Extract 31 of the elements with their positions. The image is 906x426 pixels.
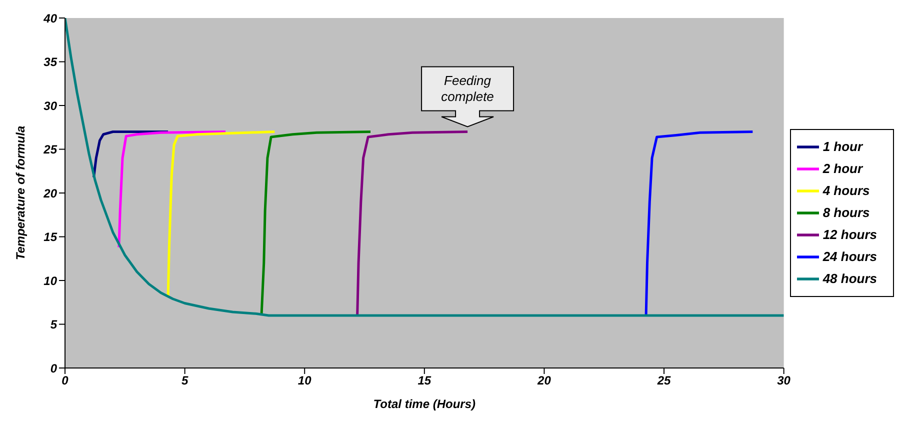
y-tick-label: 35 bbox=[44, 55, 58, 70]
x-tick-label: 20 bbox=[536, 374, 552, 388]
line-series bbox=[166, 130, 276, 298]
y-axis-title: Temperature of formula bbox=[13, 126, 28, 260]
x-tick-label: 5 bbox=[181, 374, 188, 388]
x-tick-label: 15 bbox=[418, 374, 432, 388]
line-series bbox=[644, 130, 754, 317]
y-tick-label: 15 bbox=[44, 230, 58, 244]
y-tick-label: 0 bbox=[50, 361, 58, 376]
line-series bbox=[65, 18, 784, 317]
legend-label: 2 hour bbox=[822, 160, 863, 176]
line-series bbox=[118, 130, 227, 248]
y-tick-label: 30 bbox=[44, 98, 58, 113]
y-tick-label: 20 bbox=[42, 186, 58, 200]
legend-label: 24 hours bbox=[822, 248, 877, 264]
x-axis-title: Total time (Hours) bbox=[373, 397, 476, 411]
x-tick-label: 30 bbox=[777, 374, 791, 388]
y-tick-label: 25 bbox=[42, 142, 58, 157]
y-tick-label: 10 bbox=[44, 274, 58, 288]
y-tick-label: 5 bbox=[50, 318, 58, 332]
annotation: Feeding complete bbox=[441, 72, 494, 104]
legend-label: 48 hours bbox=[822, 270, 877, 286]
y-tick-label: 40 bbox=[42, 11, 58, 26]
line-series bbox=[356, 130, 469, 317]
legend-label: 1 hour bbox=[822, 138, 863, 154]
legend-label: 4 hours bbox=[822, 182, 870, 198]
x-tick-label: 10 bbox=[298, 374, 312, 388]
x-tick-label: 0 bbox=[62, 374, 69, 388]
legend-label: 12 hours bbox=[822, 226, 877, 242]
legend-label: 8 hours bbox=[822, 204, 870, 220]
x-tick-label: 25 bbox=[656, 374, 672, 388]
